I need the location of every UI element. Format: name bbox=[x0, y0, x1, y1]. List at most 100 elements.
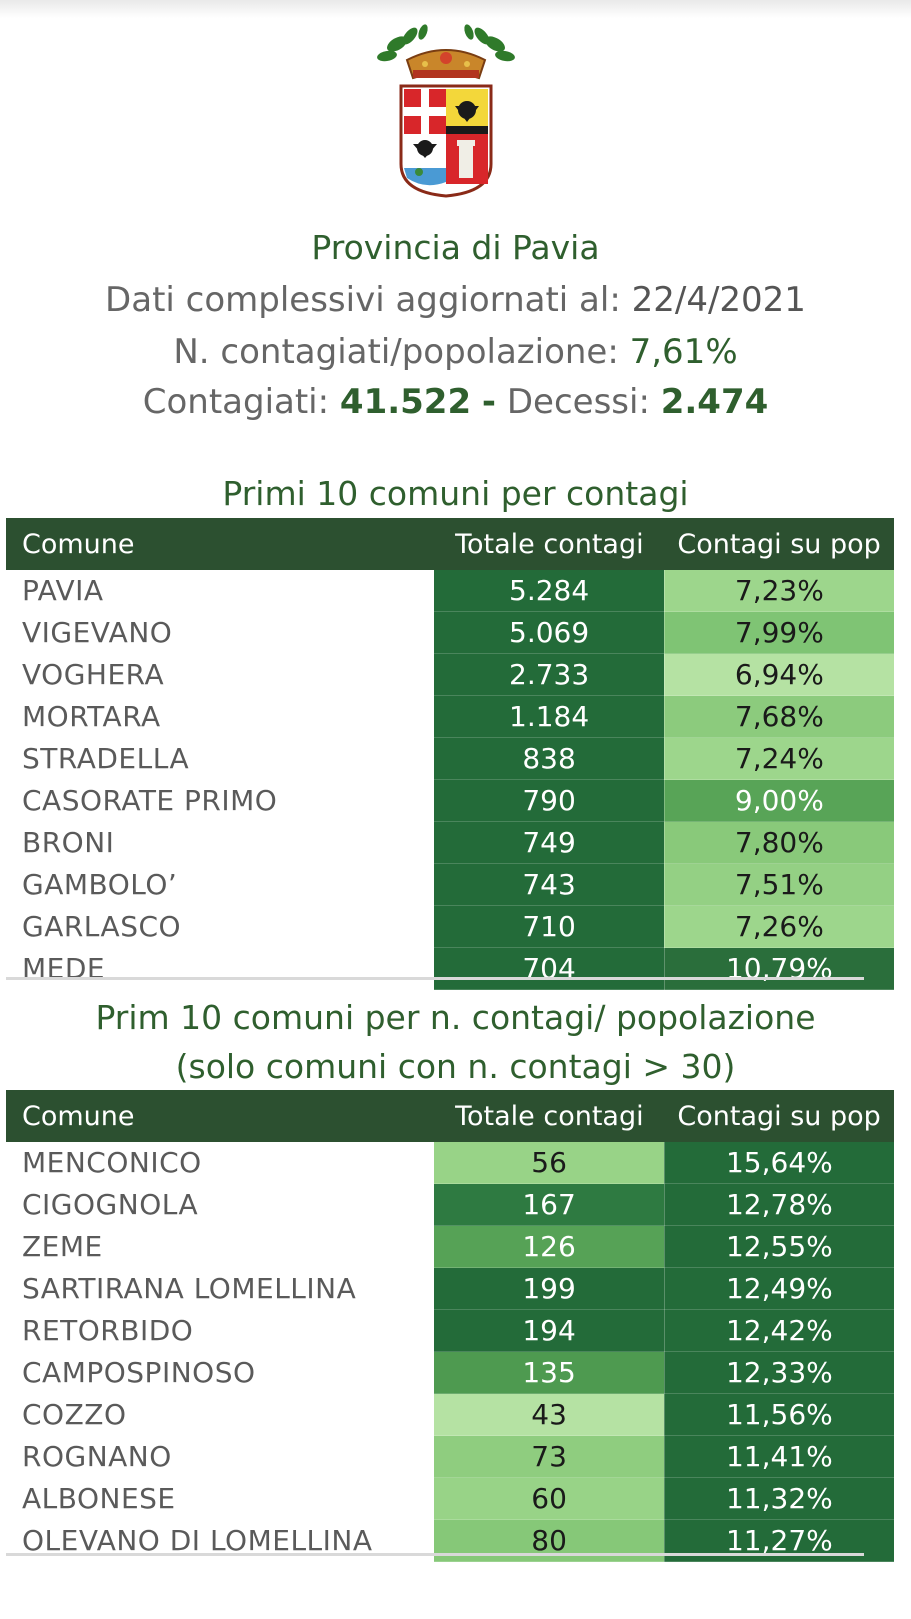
totale-contagi-cell: 790 bbox=[434, 779, 665, 822]
table-row: ALBONESE 60 11,32% bbox=[6, 1477, 894, 1520]
top-shade bbox=[0, 0, 911, 18]
comune-cell: MORTARA bbox=[6, 695, 435, 738]
comune-cell: PAVIA bbox=[6, 570, 435, 612]
comune-cell: CAMPOSPINOSO bbox=[6, 1351, 435, 1394]
table-row: CIGOGNOLA 167 12,78% bbox=[6, 1183, 894, 1226]
totale-contagi-cell: 5.284 bbox=[434, 570, 665, 612]
table1-divider bbox=[6, 977, 864, 980]
contagi-su-pop-cell: 7,80% bbox=[664, 821, 894, 864]
comune-cell: SARTIRANA LOMELLINA bbox=[6, 1267, 435, 1310]
cases-value: 41.522 bbox=[339, 382, 472, 422]
column-header-totale: Totale contagi bbox=[434, 1090, 665, 1142]
contagi-su-pop-cell: 7,26% bbox=[664, 905, 894, 948]
contagi-su-pop-cell: 9,00% bbox=[664, 779, 894, 822]
comune-cell: GARLASCO bbox=[6, 905, 435, 948]
contagi-su-pop-cell: 11,32% bbox=[664, 1477, 894, 1520]
update-line: Dati complessivi aggiornati al: 22/4/202… bbox=[0, 280, 911, 320]
table-row: COZZO 43 11,56% bbox=[6, 1393, 894, 1436]
table-row: CASORATE PRIMO 790 9,00% bbox=[6, 779, 894, 822]
totale-contagi-cell: 194 bbox=[434, 1309, 665, 1352]
column-header-pct: Contagi su pop bbox=[664, 518, 894, 570]
table-row: GAMBOLO’ 743 7,51% bbox=[6, 863, 894, 906]
table-row: MEDE 704 10,79% bbox=[6, 947, 894, 990]
provincia-coat-of-arms-logo bbox=[377, 24, 515, 198]
comune-cell: MEDE bbox=[6, 947, 435, 990]
contagi-su-pop-cell: 12,49% bbox=[664, 1267, 894, 1310]
table-row: ROGNANO 73 11,41% bbox=[6, 1435, 894, 1478]
cases-label: Contagiati: bbox=[142, 382, 330, 422]
totale-contagi-cell: 743 bbox=[434, 863, 665, 906]
comune-cell: STRADELLA bbox=[6, 737, 435, 780]
comune-cell: COZZO bbox=[6, 1393, 435, 1436]
table-row: ZEME 126 12,55% bbox=[6, 1225, 894, 1268]
contagi-su-pop-cell: 7,24% bbox=[664, 737, 894, 780]
totale-contagi-cell: 838 bbox=[434, 737, 665, 780]
contagi-su-pop-cell: 15,64% bbox=[664, 1142, 894, 1184]
contagi-su-pop-cell: 12,78% bbox=[664, 1183, 894, 1226]
table-row: VIGEVANO 5.069 7,99% bbox=[6, 611, 894, 654]
contagi-su-pop-cell: 10,79% bbox=[664, 947, 894, 990]
comune-cell: RETORBIDO bbox=[6, 1309, 435, 1352]
totale-contagi-cell: 749 bbox=[434, 821, 665, 864]
totale-contagi-cell: 167 bbox=[434, 1183, 665, 1226]
table-row: VOGHERA 2.733 6,94% bbox=[6, 653, 894, 696]
column-header-totale: Totale contagi bbox=[434, 518, 665, 570]
totale-contagi-cell: 199 bbox=[434, 1267, 665, 1310]
contagi-su-pop-cell: 11,56% bbox=[664, 1393, 894, 1436]
top10-by-cases-table: Comune Totale contagi Contagi su pop PAV… bbox=[6, 518, 894, 990]
updated-label: Dati complessivi aggiornati al: bbox=[105, 280, 621, 320]
table-header-row: Comune Totale contagi Contagi su pop bbox=[6, 1090, 894, 1142]
ratio-label: N. contagiati/popolazione: bbox=[173, 332, 619, 372]
table-row: SARTIRANA LOMELLINA 199 12,49% bbox=[6, 1267, 894, 1310]
column-header-comune: Comune bbox=[6, 518, 435, 570]
column-header-pct: Contagi su pop bbox=[664, 1090, 894, 1142]
table-header-row: Comune Totale contagi Contagi su pop bbox=[6, 518, 894, 570]
contagi-su-pop-cell: 12,55% bbox=[664, 1225, 894, 1268]
page-title: Provincia di Pavia bbox=[311, 228, 600, 267]
cases-line: Contagiati: 41.522 - Decessi: 2.474 bbox=[0, 382, 911, 422]
table-row: RETORBIDO 194 12,42% bbox=[6, 1309, 894, 1352]
totale-contagi-cell: 135 bbox=[434, 1351, 665, 1394]
totale-contagi-cell: 1.184 bbox=[434, 695, 665, 738]
table-row: BRONI 749 7,80% bbox=[6, 821, 894, 864]
table2-title-line2: (solo comuni con n. contagi > 30) bbox=[175, 1047, 736, 1086]
ratio-line: N. contagiati/popolazione: 7,61% bbox=[0, 332, 911, 372]
contagi-su-pop-cell: 7,51% bbox=[664, 863, 894, 906]
deaths-value: 2.474 bbox=[660, 382, 769, 422]
comune-cell: ALBONESE bbox=[6, 1477, 435, 1520]
comune-cell: ROGNANO bbox=[6, 1435, 435, 1478]
table2-title-line1: Prim 10 comuni per n. contagi/ popolazio… bbox=[95, 998, 816, 1037]
totale-contagi-cell: 60 bbox=[434, 1477, 665, 1520]
comune-cell: VOGHERA bbox=[6, 653, 435, 696]
comune-cell: CASORATE PRIMO bbox=[6, 779, 435, 822]
contagi-su-pop-cell: 6,94% bbox=[664, 653, 894, 696]
table-row: GARLASCO 710 7,26% bbox=[6, 905, 894, 948]
contagi-su-pop-cell: 12,42% bbox=[664, 1309, 894, 1352]
totale-contagi-cell: 43 bbox=[434, 1393, 665, 1436]
top10-by-ratio-table: Comune Totale contagi Contagi su pop MEN… bbox=[6, 1090, 894, 1562]
totale-contagi-cell: 56 bbox=[434, 1142, 665, 1184]
totale-contagi-cell: 710 bbox=[434, 905, 665, 948]
comune-cell: CIGOGNOLA bbox=[6, 1183, 435, 1226]
ratio-value: 7,61% bbox=[629, 332, 738, 372]
totale-contagi-cell: 73 bbox=[434, 1435, 665, 1478]
table1-title: Primi 10 comuni per contagi bbox=[222, 474, 689, 513]
comune-cell: GAMBOLO’ bbox=[6, 863, 435, 906]
separator: - bbox=[481, 382, 497, 422]
comune-cell: MENCONICO bbox=[6, 1142, 435, 1184]
contagi-su-pop-cell: 7,68% bbox=[664, 695, 894, 738]
updated-date: 22/4/2021 bbox=[631, 280, 806, 320]
comune-cell: BRONI bbox=[6, 821, 435, 864]
table-row: PAVIA 5.284 7,23% bbox=[6, 570, 894, 612]
totale-contagi-cell: 704 bbox=[434, 947, 665, 990]
contagi-su-pop-cell: 12,33% bbox=[664, 1351, 894, 1394]
table2-divider bbox=[6, 1553, 864, 1556]
contagi-su-pop-cell: 11,41% bbox=[664, 1435, 894, 1478]
table-row: CAMPOSPINOSO 135 12,33% bbox=[6, 1351, 894, 1394]
comune-cell: ZEME bbox=[6, 1225, 435, 1268]
contagi-su-pop-cell: 7,99% bbox=[664, 611, 894, 654]
table-row: STRADELLA 838 7,24% bbox=[6, 737, 894, 780]
totale-contagi-cell: 2.733 bbox=[434, 653, 665, 696]
deaths-label: Decessi: bbox=[506, 382, 650, 422]
totale-contagi-cell: 5.069 bbox=[434, 611, 665, 654]
